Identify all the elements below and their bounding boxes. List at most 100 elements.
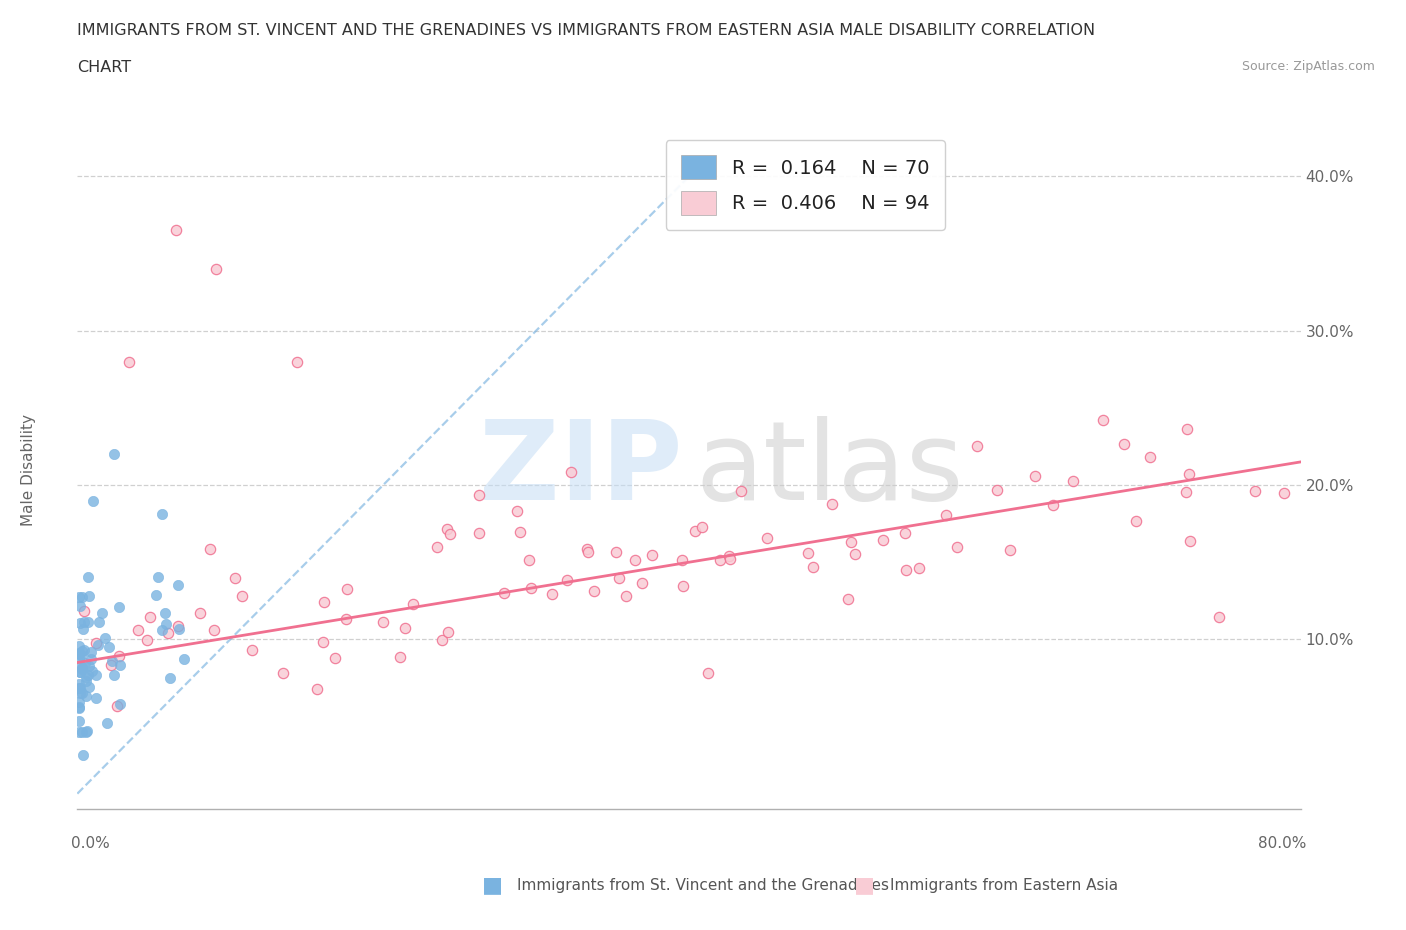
Point: [75, 724, 97, 739]
Point: [555, 573, 578, 588]
Point: [894, 525, 917, 540]
Point: [73, 655, 96, 670]
Point: [159, 671, 181, 685]
Point: [108, 649, 131, 664]
Point: [614, 589, 637, 604]
Point: [69, 665, 91, 680]
Point: [697, 666, 720, 681]
Point: [335, 611, 357, 626]
Point: [1024, 469, 1046, 484]
Point: [576, 541, 599, 556]
Point: [100, 653, 122, 668]
Point: [69, 681, 91, 696]
Point: [844, 547, 866, 562]
Point: [336, 581, 359, 596]
Point: [118, 354, 141, 369]
Point: [67, 650, 90, 665]
Point: [1272, 485, 1295, 500]
Point: [77, 658, 100, 673]
Point: [630, 576, 652, 591]
Point: [576, 545, 599, 560]
Point: [165, 223, 187, 238]
Point: [90, 605, 112, 620]
Point: [108, 697, 131, 711]
Point: [103, 668, 125, 683]
Point: [1175, 421, 1198, 436]
Point: [1178, 534, 1201, 549]
Point: [202, 623, 225, 638]
Point: [79, 644, 101, 659]
Text: ZIP: ZIP: [479, 416, 683, 524]
Point: [692, 520, 714, 535]
Point: [86, 638, 108, 653]
Point: [84, 668, 107, 683]
Point: [80, 651, 103, 666]
Point: [1208, 610, 1230, 625]
Point: [150, 622, 173, 637]
Text: ■: ■: [482, 875, 502, 896]
Point: [205, 261, 228, 276]
Point: [166, 618, 188, 633]
Text: Male Disability: Male Disability: [21, 414, 37, 525]
Point: [717, 548, 740, 563]
Point: [730, 484, 752, 498]
Point: [672, 578, 695, 593]
Point: [67, 724, 90, 739]
Point: [146, 570, 169, 585]
Point: [307, 682, 329, 697]
Point: [167, 578, 190, 592]
Point: [73, 615, 96, 630]
Point: [70, 590, 93, 604]
Point: [155, 617, 177, 631]
Point: [323, 650, 346, 665]
Text: Immigrants from St. Vincent and the Grenadines: Immigrants from St. Vincent and the Gren…: [517, 878, 890, 893]
Point: [67, 695, 90, 710]
Point: [1042, 498, 1064, 512]
Point: [67, 680, 90, 695]
Point: [69, 658, 91, 672]
Point: [100, 658, 122, 672]
Point: [157, 625, 180, 640]
Point: [560, 465, 582, 480]
Point: [718, 551, 741, 566]
Point: [394, 620, 416, 635]
Point: [70, 644, 93, 658]
Text: IMMIGRANTS FROM ST. VINCENT AND THE GRENADINES VS IMMIGRANTS FROM EASTERN ASIA M: IMMIGRANTS FROM ST. VINCENT AND THE GREN…: [77, 23, 1095, 38]
Point: [127, 623, 149, 638]
Point: [671, 552, 693, 567]
Point: [188, 605, 211, 620]
Text: ■: ■: [855, 875, 875, 896]
Point: [1175, 485, 1198, 499]
Point: [73, 604, 96, 618]
Point: [605, 545, 627, 560]
Point: [894, 563, 917, 578]
Point: [70, 660, 93, 675]
Point: [837, 591, 859, 606]
Point: [77, 614, 100, 629]
Point: [430, 632, 453, 647]
Point: [72, 622, 94, 637]
Point: [841, 534, 863, 549]
Point: [69, 685, 91, 700]
Point: [72, 748, 94, 763]
Point: [509, 525, 531, 539]
Point: [426, 539, 449, 554]
Point: [82, 493, 104, 508]
Point: [103, 446, 125, 461]
Point: [946, 539, 969, 554]
Point: [986, 482, 1008, 497]
Point: [67, 590, 90, 604]
Point: [97, 639, 120, 654]
Point: [494, 586, 516, 601]
Text: Source: ZipAtlas.com: Source: ZipAtlas.com: [1241, 60, 1375, 73]
Point: [908, 560, 931, 575]
Point: [1125, 513, 1147, 528]
Point: [153, 605, 176, 620]
Point: [439, 526, 461, 541]
Point: [1139, 450, 1161, 465]
Point: [240, 643, 263, 658]
Point: [94, 631, 117, 645]
Point: [96, 716, 118, 731]
Point: [89, 615, 111, 630]
Point: [139, 609, 162, 624]
